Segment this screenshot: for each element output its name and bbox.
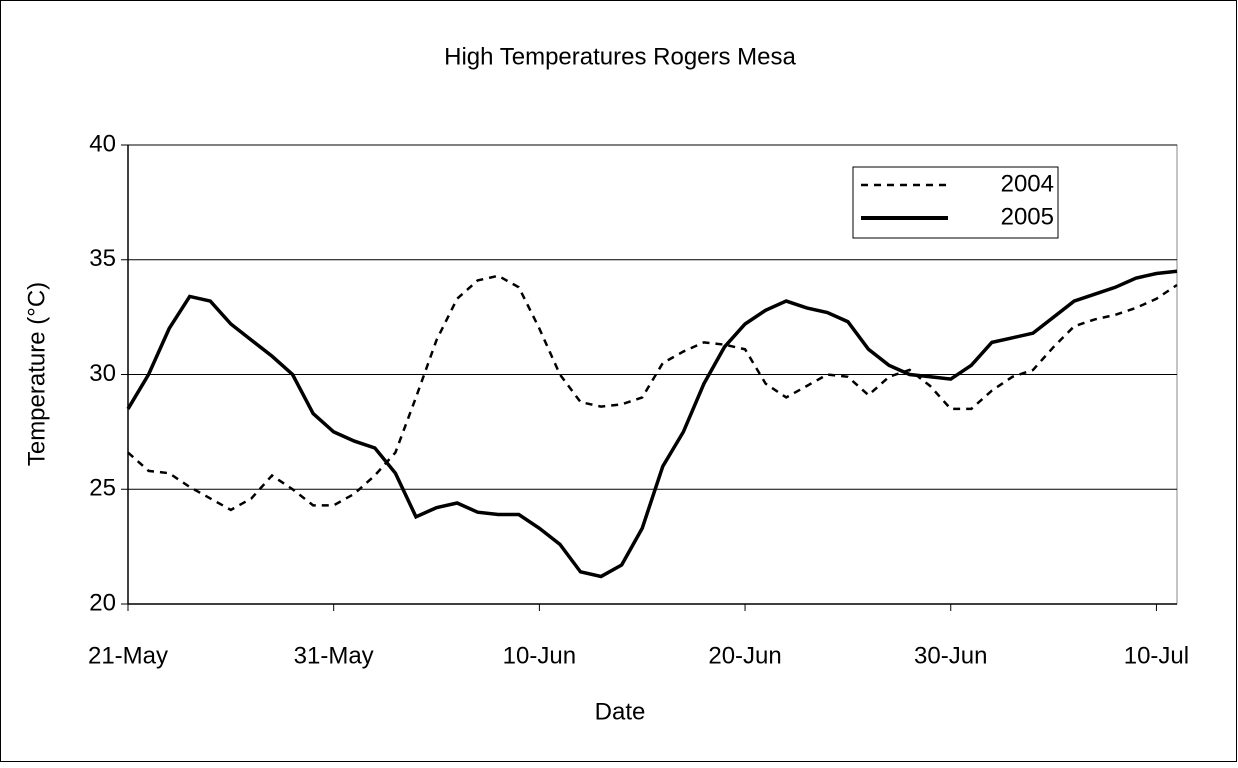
legend-label: 2005 bbox=[1001, 203, 1054, 230]
y-tick-label: 30 bbox=[89, 360, 116, 387]
x-tick-label: 20-Jun bbox=[708, 642, 781, 669]
x-tick-label: 10-Jul bbox=[1124, 642, 1189, 669]
x-tick-label: 10-Jun bbox=[503, 642, 576, 669]
x-tick-label: 21-May bbox=[88, 642, 168, 669]
line-series bbox=[126, 269, 1178, 579]
x-tick-label: 31-May bbox=[294, 642, 374, 669]
legend-box bbox=[852, 166, 1059, 239]
chart-title: High Temperatures Rogers Mesa bbox=[444, 43, 796, 70]
x-tick-label: 30-Jun bbox=[914, 642, 987, 669]
y-tick-label: 35 bbox=[89, 245, 116, 272]
y-tick-label: 25 bbox=[89, 475, 116, 502]
y-tick-label: 40 bbox=[89, 130, 116, 157]
legend-label: 2004 bbox=[1001, 170, 1054, 197]
y-axis-label: Temperature (°C) bbox=[23, 282, 50, 466]
line-series bbox=[127, 274, 1178, 512]
x-axis-label: Date bbox=[595, 698, 646, 725]
y-tick-label: 20 bbox=[89, 589, 116, 616]
